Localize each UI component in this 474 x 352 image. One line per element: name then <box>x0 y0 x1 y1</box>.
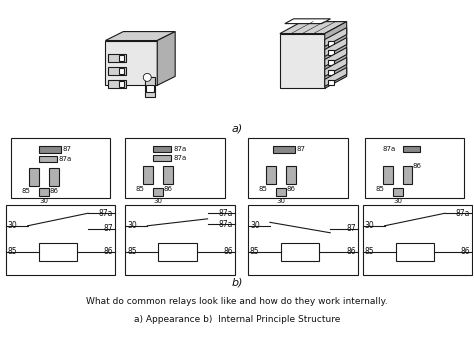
Polygon shape <box>109 68 127 75</box>
Bar <box>328 70 334 75</box>
Bar <box>143 166 153 184</box>
Text: 87a: 87a <box>456 209 470 218</box>
Text: 86: 86 <box>164 186 173 192</box>
Polygon shape <box>109 55 127 62</box>
Text: 87: 87 <box>104 224 113 233</box>
Text: 86: 86 <box>412 163 421 169</box>
Bar <box>146 85 154 92</box>
Polygon shape <box>105 40 157 85</box>
Bar <box>163 166 173 184</box>
Text: 30: 30 <box>250 221 260 230</box>
Text: 85: 85 <box>8 247 17 257</box>
Bar <box>6 205 115 275</box>
Text: 85: 85 <box>375 186 384 192</box>
Bar <box>48 168 58 186</box>
Polygon shape <box>325 27 346 46</box>
Bar <box>38 156 56 162</box>
Bar <box>145 77 155 97</box>
Text: 86: 86 <box>223 247 233 257</box>
Bar <box>281 243 319 261</box>
Text: 86: 86 <box>346 247 356 257</box>
Bar <box>392 188 402 196</box>
Bar <box>248 138 347 198</box>
Bar <box>328 80 334 85</box>
Bar <box>153 146 171 152</box>
Bar <box>119 81 124 87</box>
Text: 87: 87 <box>63 146 72 152</box>
Bar <box>125 138 225 198</box>
Bar <box>286 166 296 184</box>
Bar <box>125 205 235 275</box>
Polygon shape <box>325 38 346 56</box>
Bar <box>402 166 412 184</box>
Polygon shape <box>325 48 346 67</box>
Text: a) Appearance b)  Internal Principle Structure: a) Appearance b) Internal Principle Stru… <box>134 315 340 324</box>
Text: 86: 86 <box>104 247 113 257</box>
Bar <box>383 166 392 184</box>
Text: 87a: 87a <box>219 209 233 218</box>
Text: 85: 85 <box>128 247 137 257</box>
Text: 30: 30 <box>276 198 285 204</box>
Polygon shape <box>157 32 175 85</box>
Polygon shape <box>325 21 346 88</box>
Text: 87a: 87a <box>383 146 396 152</box>
Polygon shape <box>325 57 346 76</box>
Bar <box>38 243 77 261</box>
Text: 86: 86 <box>49 188 58 194</box>
Bar <box>363 205 472 275</box>
Text: 87a: 87a <box>99 209 113 218</box>
Bar <box>328 50 334 56</box>
Bar <box>273 146 295 153</box>
Bar <box>276 188 286 196</box>
Bar <box>119 68 124 74</box>
Text: 85: 85 <box>250 247 260 257</box>
Text: 30: 30 <box>365 221 374 230</box>
Text: 85: 85 <box>21 188 30 194</box>
Bar <box>395 243 434 261</box>
Text: 30: 30 <box>154 198 163 204</box>
Text: 85: 85 <box>258 186 267 192</box>
Bar <box>248 205 358 275</box>
Text: b): b) <box>231 278 243 288</box>
Text: a): a) <box>231 123 243 133</box>
Text: 87a: 87a <box>58 156 72 162</box>
Polygon shape <box>105 32 175 40</box>
Text: 87a: 87a <box>173 146 186 152</box>
Bar <box>402 146 420 152</box>
Text: 85: 85 <box>136 186 145 192</box>
Text: 30: 30 <box>393 198 402 204</box>
Text: 87: 87 <box>346 224 356 233</box>
Text: 30: 30 <box>8 221 18 230</box>
Text: 87a: 87a <box>219 220 233 229</box>
Polygon shape <box>280 33 325 88</box>
Text: 85: 85 <box>365 247 374 257</box>
Text: What do common relays look like and how do they work internally.: What do common relays look like and how … <box>86 297 388 306</box>
Text: 86: 86 <box>461 247 470 257</box>
Bar <box>119 56 124 62</box>
Bar <box>365 138 465 198</box>
Circle shape <box>143 74 151 81</box>
Polygon shape <box>285 19 330 24</box>
Polygon shape <box>109 80 127 88</box>
Bar <box>153 188 163 196</box>
Bar <box>38 146 61 153</box>
Bar <box>266 166 276 184</box>
Polygon shape <box>280 21 346 33</box>
Text: 86: 86 <box>286 186 295 192</box>
Bar <box>28 168 38 186</box>
Bar <box>38 188 48 196</box>
Text: 30: 30 <box>39 198 48 204</box>
Polygon shape <box>325 68 346 86</box>
Text: 87a: 87a <box>173 155 186 161</box>
Bar <box>328 61 334 65</box>
Bar <box>158 243 197 261</box>
Text: 87: 87 <box>297 146 306 152</box>
Bar <box>11 138 110 198</box>
Bar <box>153 155 171 161</box>
Bar <box>328 40 334 45</box>
Text: 30: 30 <box>128 221 137 230</box>
